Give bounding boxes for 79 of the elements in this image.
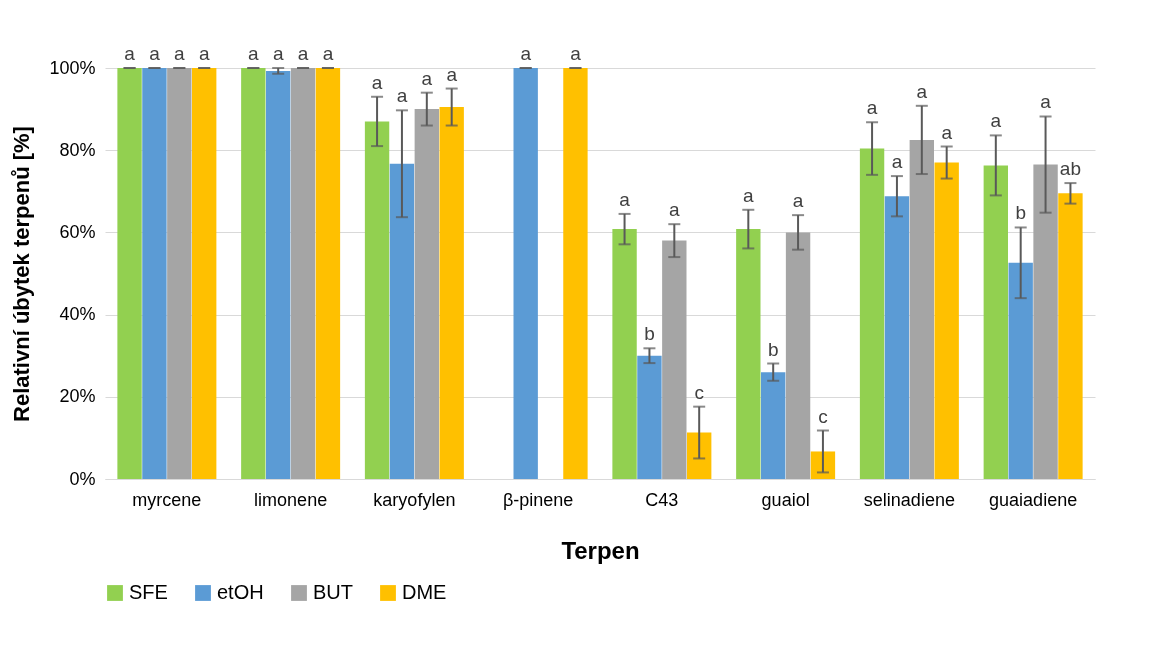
bar [364,121,390,479]
bar [983,165,1008,479]
x-tick-label: selinadiene [863,489,955,510]
data-label: a [446,63,458,85]
bar [1008,262,1033,479]
data-label: a [520,43,532,64]
data-label: b [767,338,779,360]
y-tick-label: 60% [59,221,96,242]
legend-label: BUT [313,581,353,603]
data-label: a [891,151,903,173]
x-tick-label: β-pinene [502,489,574,510]
data-label: ab [1059,158,1082,180]
x-axis-title: Terpen [561,536,640,564]
data-label: a [792,190,804,212]
bar [612,229,637,479]
data-label: a [669,199,681,221]
y-axis-title: Relativní úbytek terpenů [%] [9,126,35,422]
data-label: b [644,323,655,345]
bar [167,68,192,479]
legend-label: SFE [129,581,168,603]
bar [1033,164,1058,479]
bar [761,372,786,479]
data-label: a [297,43,309,64]
bar [687,432,712,479]
bar [884,196,910,479]
data-label: a [124,43,136,64]
bar [389,163,415,479]
legend-label: DME [402,581,447,603]
data-label: a [371,71,383,93]
y-tick-label: 20% [59,386,96,407]
bar [315,68,341,479]
data-label: a [272,43,284,64]
data-label: c [694,381,704,403]
data-label: a [174,43,186,64]
data-label: a [322,43,334,64]
bar [117,68,142,479]
data-label: a [570,43,582,64]
bar [414,109,439,479]
bar [439,107,464,479]
bar [241,68,266,479]
bar [662,240,687,479]
legend-label: etOH [217,581,264,603]
bar [290,68,316,479]
bar [859,148,885,479]
data-label: a [149,43,161,64]
bar [637,355,662,479]
bar [563,68,588,479]
bar [736,229,761,479]
y-tick-label: 40% [59,304,96,325]
y-tick-label: 80% [59,139,96,160]
x-tick-label: myrcene [132,489,202,510]
y-tick-label: 100% [49,57,96,78]
data-label: a [1040,91,1052,113]
data-label: a [619,188,631,210]
bar [142,68,167,479]
bar [785,232,811,479]
bar [810,451,836,479]
data-label: a [866,97,878,119]
data-label: a [941,121,953,143]
x-tick-label: limonene [254,489,328,510]
data-label: a [916,80,928,102]
data-label: a [990,110,1002,132]
data-label: a [198,43,210,64]
data-label: a [743,184,755,206]
x-tick-label: karyofylen [373,489,456,510]
bar [1058,193,1083,479]
data-label: c [818,405,828,427]
data-label: a [396,85,408,107]
bar [934,162,959,479]
data-label: a [421,67,433,89]
data-label: a [248,43,260,64]
y-tick-label: 0% [69,468,96,489]
data-label: b [1015,202,1026,224]
x-tick-label: C43 [645,489,679,510]
x-tick-label: guaiol [761,489,810,510]
bar [513,68,538,479]
bar [909,139,934,479]
x-tick-label: guaiadiene [989,489,1078,510]
bar [192,68,217,479]
